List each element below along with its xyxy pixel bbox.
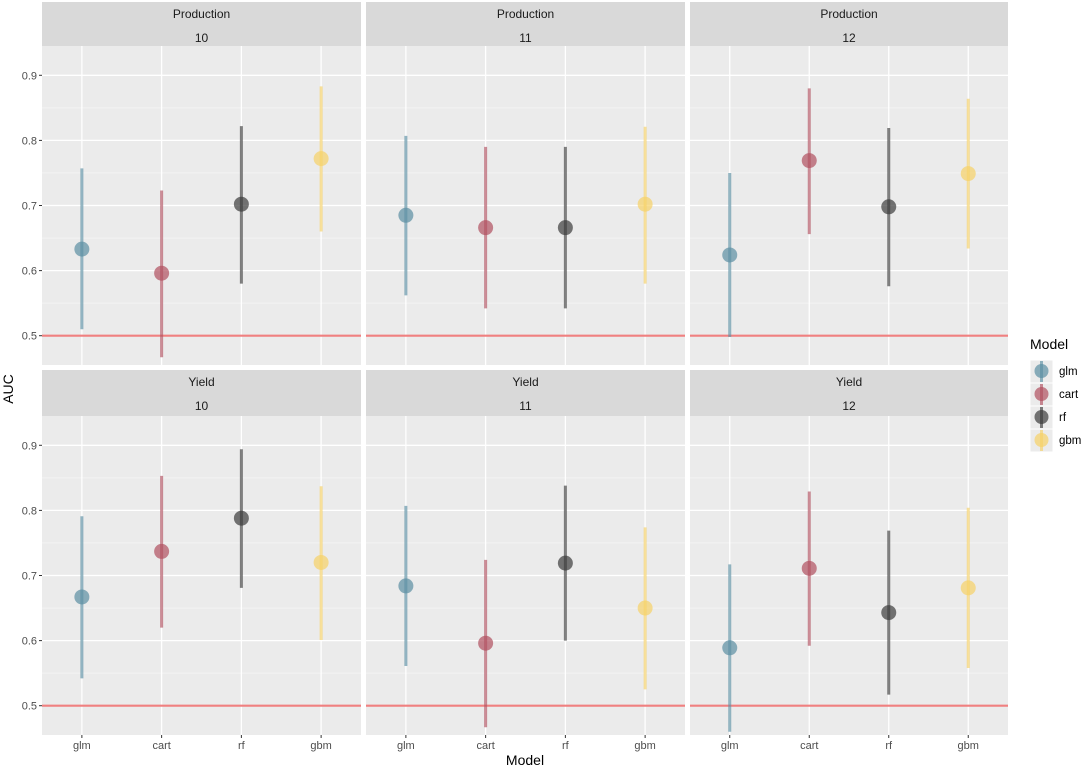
facet-row-label: Production — [173, 7, 230, 21]
point-gbm — [637, 600, 653, 616]
point-glm — [74, 241, 90, 257]
point-cart — [154, 265, 170, 281]
legend-label-glm: glm — [1059, 366, 1078, 378]
x-tick-label: gbm — [958, 740, 979, 752]
y-tick-label: 0.9 — [22, 70, 37, 82]
facet-col-label: 11 — [519, 31, 532, 45]
y-tick-label: 0.9 — [22, 440, 37, 452]
facet-row-label: Yield — [836, 375, 862, 389]
point-cart — [154, 543, 170, 559]
panel-yield-11: Yield 11 glm cart rf gbm — [366, 370, 685, 752]
point-gbm — [960, 166, 976, 182]
facet-row-label: Yield — [512, 375, 538, 389]
x-tick-label: rf — [562, 740, 570, 752]
x-tick-label: rf — [885, 740, 893, 752]
y-tick-label: 0.7 — [22, 201, 37, 213]
facet-row-label: Production — [820, 7, 877, 21]
y-tick-label: 0.6 — [22, 636, 37, 648]
facet-col-label: 10 — [195, 31, 209, 45]
point-rf — [233, 510, 249, 526]
legend: Model glm cart rf gbm — [1029, 336, 1081, 453]
y-tick-label: 0.5 — [22, 701, 37, 713]
legend-point-rf — [1034, 410, 1049, 424]
point-gbm — [313, 151, 329, 167]
legend-label-gbm: gbm — [1059, 435, 1081, 447]
legend-point-cart — [1034, 387, 1049, 401]
facet-row-label: Yield — [188, 375, 214, 389]
x-axis-title: Model — [506, 752, 544, 768]
panel-production-11: Production 11 — [366, 2, 685, 365]
facet-strip — [366, 2, 685, 46]
x-tick-label: cart — [476, 740, 494, 752]
facet-col-label: 12 — [842, 399, 856, 413]
point-rf — [881, 605, 897, 621]
panel-yield-10: Yield 10 0.5 0.6 0.7 0.8 0.9 glm cart rf gbm — [22, 370, 361, 752]
point-rf — [233, 196, 249, 212]
point-gbm — [313, 554, 329, 570]
point-gbm — [960, 580, 976, 596]
legend-label-cart: cart — [1059, 389, 1079, 401]
panel-yield-12: Yield 12 glm cart rf gbm — [690, 370, 1008, 752]
y-tick-label: 0.7 — [22, 571, 37, 583]
point-glm — [398, 207, 414, 223]
x-tick-label: glm — [721, 740, 739, 752]
legend-title: Model — [1030, 336, 1068, 352]
point-cart — [801, 560, 817, 576]
x-tick-label: rf — [238, 740, 246, 752]
y-tick-label: 0.8 — [22, 505, 37, 517]
point-rf — [557, 220, 573, 236]
y-tick-label: 0.6 — [22, 266, 37, 278]
point-rf — [881, 199, 897, 215]
point-gbm — [637, 196, 653, 212]
facet-strip — [42, 370, 361, 416]
y-tick-label: 0.5 — [22, 331, 37, 343]
x-tick-label: glm — [397, 740, 415, 752]
legend-point-glm — [1034, 364, 1049, 378]
facet-strip — [366, 370, 685, 416]
facet-strip — [690, 370, 1008, 416]
facet-strip — [690, 2, 1008, 46]
x-tick-label: gbm — [634, 740, 655, 752]
point-cart — [478, 220, 494, 236]
point-glm — [722, 247, 738, 263]
facet-row-label: Production — [497, 7, 554, 21]
point-cart — [801, 153, 817, 169]
legend-label-rf: rf — [1059, 412, 1067, 424]
point-rf — [557, 555, 573, 571]
point-glm — [398, 578, 414, 594]
facet-strip — [42, 2, 361, 46]
legend-point-gbm — [1034, 433, 1049, 447]
point-cart — [478, 635, 494, 651]
facet-col-label: 10 — [195, 399, 209, 413]
x-tick-label: gbm — [310, 740, 331, 752]
panel-production-12: Production 12 — [690, 2, 1008, 365]
panel-production-10: Production 10 0.5 0.6 0.7 0.8 0.9 — [22, 2, 361, 365]
y-tick-label: 0.8 — [22, 135, 37, 147]
x-tick-label: glm — [73, 740, 91, 752]
y-axis-title: AUC — [0, 374, 16, 404]
x-tick-label: cart — [800, 740, 818, 752]
point-glm — [74, 589, 90, 605]
x-tick-label: cart — [152, 740, 170, 752]
facet-col-label: 11 — [519, 399, 532, 413]
facet-col-label: 12 — [842, 31, 856, 45]
point-glm — [722, 640, 738, 656]
